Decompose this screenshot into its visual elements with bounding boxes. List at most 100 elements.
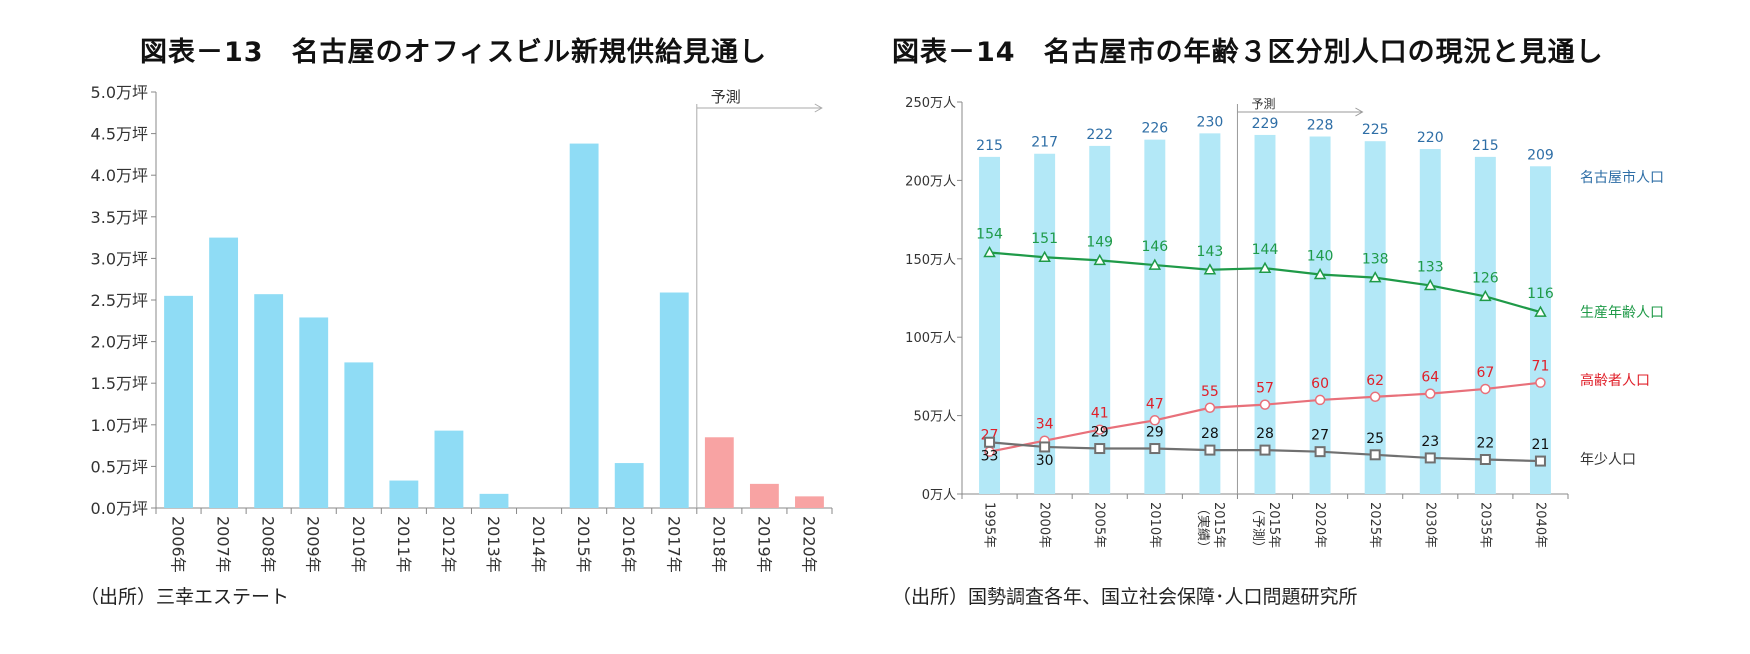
bar	[209, 237, 239, 508]
youth-marker	[1259, 444, 1271, 456]
population-bar-label: 228	[1307, 117, 1334, 133]
office-supply-chart-panel: 図表－13 名古屋のオフィスビル新規供給見通し 0.0万坪 0.5万坪 1.0万坪 1…	[0, 0, 860, 654]
population-bar	[1529, 166, 1551, 494]
bar	[749, 483, 779, 508]
series-value-label: 25	[1366, 431, 1384, 447]
series-value-label: 28	[1201, 426, 1219, 442]
y-tick-label: 1.0万坪	[91, 416, 148, 435]
y-tick-label: 4.5万坪	[91, 125, 148, 144]
office-supply-bar-chart: 0.0万坪 0.5万坪 1.0万坪 1.5万坪 2.0万坪 2.5万坪 3.0万坪 3.5万坪…	[91, 83, 833, 573]
population-bar-label: 222	[1086, 127, 1113, 143]
x-tick-label: 2010年	[349, 516, 368, 573]
chart2-source: （出所）国勢調査各年、国立社会保障･人口問題研究所	[892, 586, 1358, 608]
working-age-marker	[1093, 253, 1107, 266]
bar	[795, 496, 824, 508]
x-tick-label: 2008年	[259, 516, 278, 573]
population-bar-label: 209	[1527, 147, 1554, 163]
forecast-label: 予測	[711, 88, 741, 106]
y-tick-label: 2.5万坪	[91, 291, 148, 310]
elderly-marker	[1480, 383, 1491, 395]
y-tick-label: 5.0万坪	[91, 83, 148, 102]
series-end-label: 高齢者人口	[1580, 372, 1650, 389]
bar	[254, 294, 284, 508]
series-value-label: 126	[1472, 270, 1499, 286]
series-value-label: 41	[1091, 406, 1109, 422]
y-tick-label: 150万人	[905, 253, 956, 268]
x-tick-label: 2016年	[619, 516, 638, 573]
x-tick-label: 2015年	[1211, 502, 1226, 548]
x-tick-label: 2007年	[214, 516, 233, 573]
x-tick-label: 2000年	[1037, 502, 1052, 548]
series-value-label: 116	[1527, 286, 1554, 302]
elderly-marker	[1369, 391, 1381, 403]
series-end-label: 年少人口	[1580, 452, 1636, 468]
series-value-label: 28	[1256, 426, 1274, 442]
population-bar-label: 217	[1031, 135, 1058, 151]
series-value-label: 62	[1366, 373, 1384, 389]
x-tick-label: 2040年	[1532, 502, 1547, 548]
series-value-label: 60	[1311, 376, 1329, 392]
elderly-marker	[1425, 388, 1436, 399]
bar	[479, 493, 509, 508]
x-tick-label: 2019年	[754, 516, 773, 573]
series-value-label: 154	[976, 227, 1003, 243]
series-value-label: 30	[1036, 453, 1054, 469]
forecast-arrow-head	[814, 103, 823, 113]
youth-marker	[1369, 449, 1381, 461]
series-value-label: 67	[1476, 365, 1494, 381]
series-value-label: 133	[1417, 259, 1444, 275]
y-tick-label: 50万人	[913, 410, 956, 425]
x-tick-label: 2009年	[304, 516, 323, 573]
series-value-label: 27	[1311, 428, 1329, 444]
x-tick-label: 2030年	[1422, 502, 1437, 548]
series-value-label: 29	[1091, 425, 1109, 441]
bar	[704, 437, 734, 508]
population-bar-label: 229	[1252, 116, 1279, 132]
population-bar	[1474, 156, 1496, 494]
series-value-label: 57	[1256, 381, 1274, 397]
x-tick-label: 1995年	[982, 502, 997, 548]
population-bar-label: 215	[1472, 138, 1499, 154]
series-value-label: 47	[1146, 396, 1164, 412]
x-tick-label: 2012年	[439, 516, 458, 573]
y-tick-label: 250万人	[905, 96, 956, 111]
elderly-marker	[1535, 377, 1546, 388]
bar	[614, 463, 644, 508]
working-age-marker	[1313, 267, 1327, 280]
series-value-label: 55	[1201, 384, 1219, 400]
y-tick-label: 1.5万坪	[91, 374, 148, 393]
working-age-marker	[1148, 258, 1162, 270]
working-age-marker	[1423, 278, 1437, 291]
working-age-marker	[1534, 305, 1547, 317]
y-tick-label: 3.5万坪	[91, 208, 148, 227]
population-bar	[1419, 149, 1441, 495]
x-tick-label: 2035年	[1477, 502, 1492, 548]
y-tick-label: 0.5万坪	[91, 457, 148, 476]
series-value-label: 151	[1031, 231, 1058, 247]
population-bar	[1034, 153, 1056, 494]
working-age-marker	[1368, 271, 1382, 283]
x-tick-label: 2011年	[394, 516, 413, 573]
elderly-marker	[1259, 399, 1271, 410]
series-value-label: 138	[1362, 252, 1389, 268]
x-tick-label: 2010年	[1147, 502, 1162, 548]
working-age-marker	[1203, 263, 1217, 275]
x-tick-label: 2014年	[529, 516, 548, 573]
y-tick-label: 200万人	[905, 174, 956, 189]
series-value-label: 143	[1197, 244, 1224, 260]
youth-marker	[1149, 443, 1161, 455]
population-bar-label: 225	[1362, 122, 1389, 138]
chart1-source: （出所）三幸エステート	[80, 586, 290, 608]
x-tick-label: 2015年	[574, 516, 593, 573]
population-bar	[1364, 141, 1386, 494]
elderly-marker	[1149, 415, 1161, 426]
series-value-label: 22	[1476, 436, 1494, 452]
series-end-label: 名古屋市人口	[1580, 169, 1664, 186]
bar	[434, 430, 464, 508]
y-tick-label: 0万人	[922, 488, 956, 503]
x-tick-label: 2015年	[1266, 502, 1281, 548]
population-bar-label: 230	[1197, 114, 1224, 130]
population-bar	[979, 156, 1001, 494]
bar	[389, 480, 419, 508]
